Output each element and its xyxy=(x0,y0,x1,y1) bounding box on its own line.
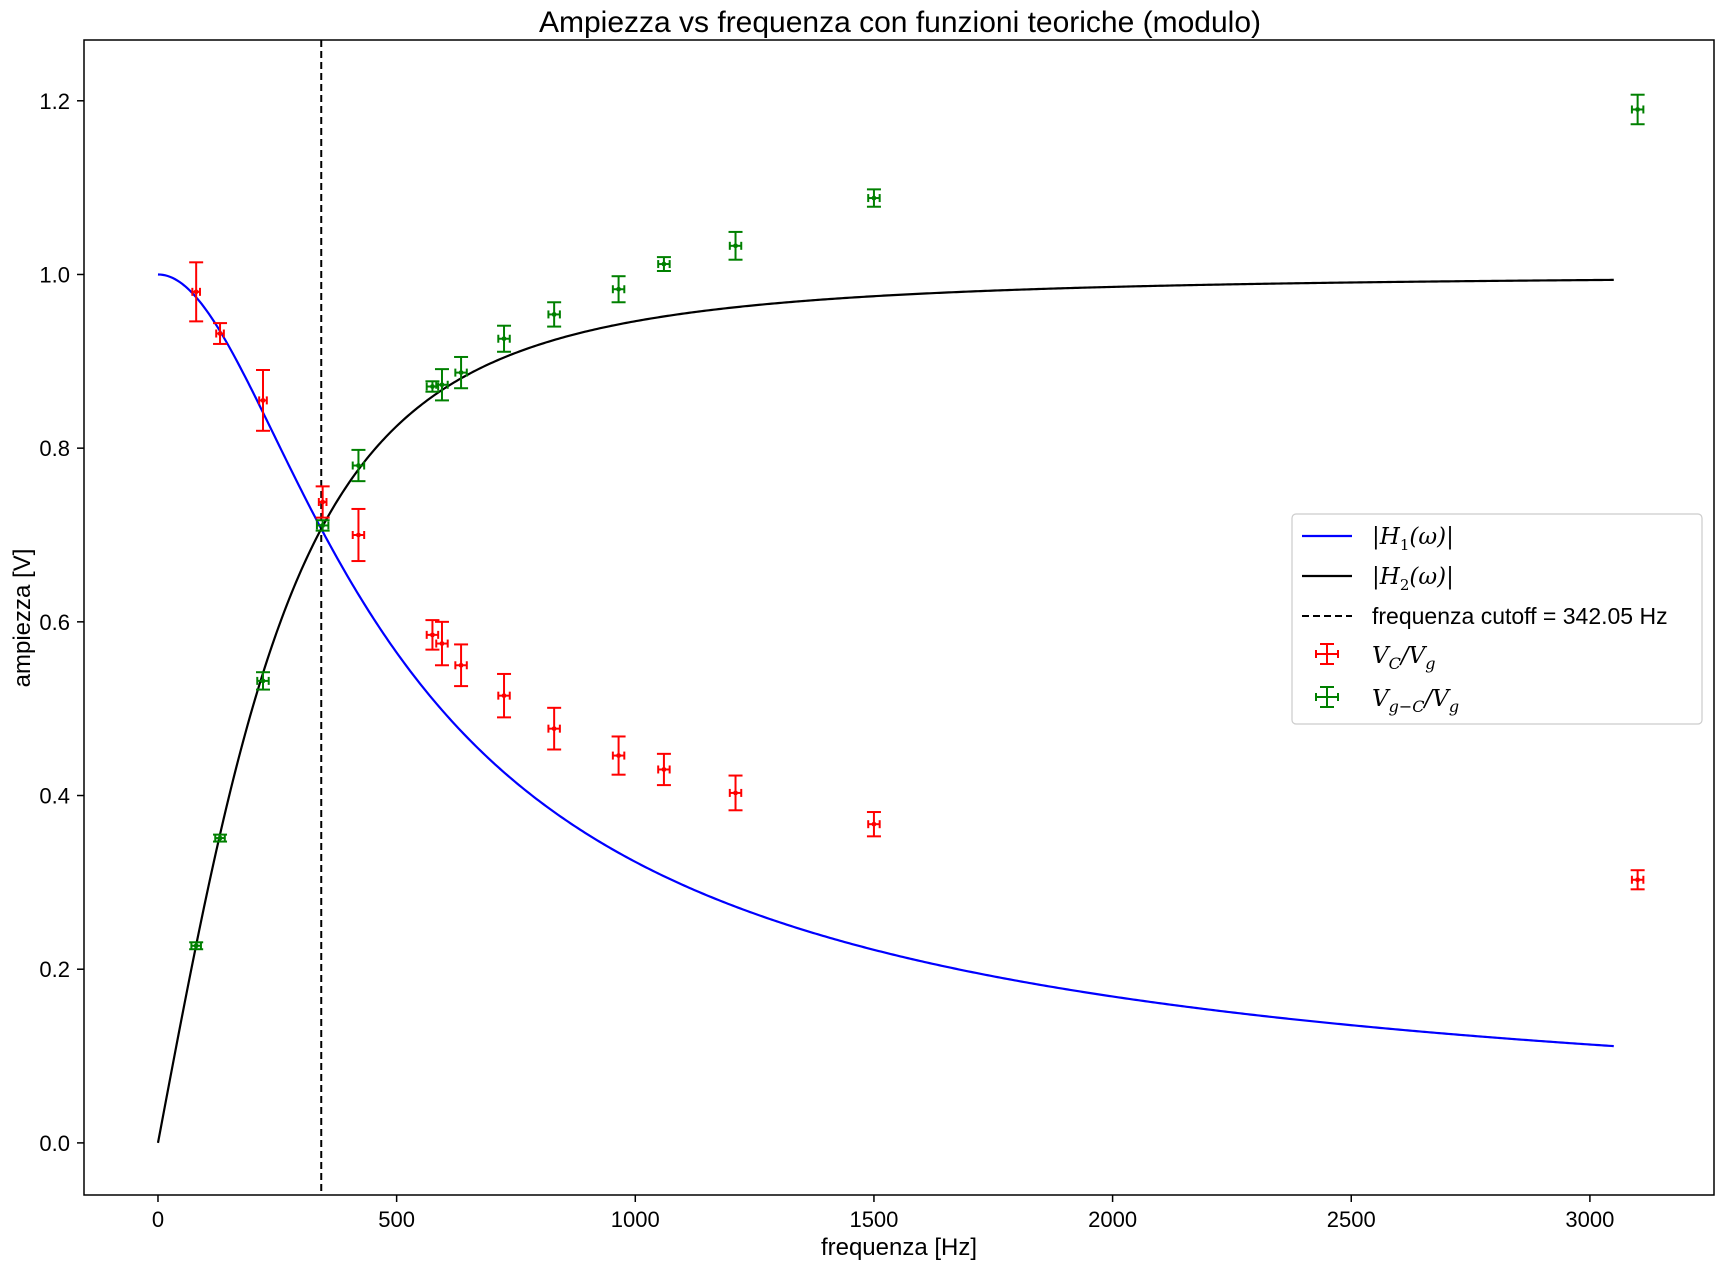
data-point-marker xyxy=(439,382,445,388)
data-point-marker xyxy=(616,286,621,292)
x-tick-label: 1500 xyxy=(849,1207,898,1232)
data-point-marker xyxy=(260,678,266,684)
data-point-marker xyxy=(1635,107,1641,112)
vc-point xyxy=(728,774,743,812)
data-point-marker xyxy=(356,463,361,468)
data-point-marker xyxy=(551,726,557,732)
x-tick-label: 3000 xyxy=(1565,1207,1614,1232)
vgc-point xyxy=(454,355,469,390)
x-tick-label: 2500 xyxy=(1327,1207,1376,1232)
legend-swatch-vc xyxy=(1315,643,1339,665)
data-point-marker xyxy=(356,532,361,538)
vgc-point xyxy=(434,368,449,402)
vc-point xyxy=(1630,869,1645,891)
vc-point xyxy=(866,811,881,838)
vc-point xyxy=(547,706,562,751)
y-tick-label: 0.2 xyxy=(39,957,70,982)
vc-point xyxy=(213,322,228,345)
vgc-point xyxy=(547,301,562,328)
vc-point xyxy=(315,485,330,519)
data-point-marker xyxy=(501,693,507,699)
chart-title: Ampiezza vs frequenza con funzioni teori… xyxy=(539,6,1261,39)
data-point-marker xyxy=(871,821,877,827)
x-tick-label: 500 xyxy=(378,1207,415,1232)
data-point-marker xyxy=(661,767,667,772)
data-point-marker xyxy=(616,753,621,758)
vgc-point xyxy=(213,833,228,843)
data-point-marker xyxy=(260,397,266,403)
vc-point xyxy=(656,752,671,787)
vgc-point xyxy=(866,188,881,208)
h1-curve xyxy=(157,273,1614,1048)
data-point-marker xyxy=(430,632,435,638)
vgc-point xyxy=(656,256,671,272)
vgc-point xyxy=(189,941,204,951)
data-point-marker xyxy=(193,289,199,295)
y-tick-label: 0.0 xyxy=(39,1131,70,1156)
data-point-marker xyxy=(871,195,877,201)
x-tick-label: 2000 xyxy=(1088,1207,1137,1232)
legend-box xyxy=(1291,513,1703,725)
data-point-marker xyxy=(320,499,326,505)
vgc-point xyxy=(425,380,440,393)
data-point-marker xyxy=(733,243,738,249)
vc-point xyxy=(189,261,204,323)
h2-curve xyxy=(156,278,1614,1144)
x-tick-label: 1000 xyxy=(611,1207,660,1232)
vc-point xyxy=(255,369,270,432)
plot-frame xyxy=(83,39,1715,1196)
vgc-point xyxy=(728,230,743,261)
vc-point xyxy=(611,735,626,776)
y-tick-label: 0.6 xyxy=(39,610,70,635)
data-point-marker xyxy=(733,790,738,796)
vgc-point xyxy=(497,324,512,353)
data-point-marker xyxy=(193,943,199,949)
plot-area xyxy=(156,40,1645,1195)
legend-label-cutoff: frequenza cutoff = 342.05 Hz xyxy=(1372,603,1668,629)
legend-swatch-vgc xyxy=(1315,686,1339,708)
data-point-marker xyxy=(661,261,667,267)
data-point-marker xyxy=(320,523,326,528)
data-point-marker xyxy=(458,370,464,376)
data-point-marker xyxy=(1635,877,1641,883)
vgc-point xyxy=(611,275,626,304)
legend-label-h1: |H1(ω)| xyxy=(1372,524,1454,554)
x-axis-label: frequenza [Hz] xyxy=(821,1234,977,1261)
vc-point xyxy=(497,672,512,719)
legend: |H1(ω)| |H2(ω)| frequenza cutoff = 342.0… xyxy=(1291,513,1703,725)
vc-point xyxy=(434,620,449,667)
vgc-point xyxy=(1630,93,1645,126)
y-tick-label: 1.0 xyxy=(39,262,70,287)
y-tick-label: 1.2 xyxy=(39,89,70,114)
data-point-marker xyxy=(551,312,557,317)
legend-label-h2: |H2(ω)| xyxy=(1372,564,1454,594)
y-axis-label: ampiezza [V] xyxy=(9,549,36,688)
vgc-point xyxy=(315,519,330,532)
y-tick-label: 0.4 xyxy=(39,784,70,809)
data-point-marker xyxy=(217,331,223,336)
x-tick-label: 0 xyxy=(152,1207,164,1232)
data-point-marker xyxy=(501,336,507,342)
vgc-point xyxy=(351,448,366,483)
vc-point xyxy=(351,507,366,563)
vc-point xyxy=(454,643,469,688)
legend-label-vc: VC/Vg xyxy=(1372,643,1435,673)
data-point-marker xyxy=(458,662,464,668)
data-point-marker xyxy=(439,641,445,646)
vc-point xyxy=(425,619,440,651)
vgc-point xyxy=(255,671,270,691)
data-point-marker xyxy=(430,384,435,389)
data-point-marker xyxy=(217,835,223,841)
axes: 0 500 1000 1500 2000 2500 3000 0.0 0.2 0.4 0.6 0.8 1… xyxy=(39,89,1614,1232)
y-tick-label: 0.8 xyxy=(39,436,70,461)
